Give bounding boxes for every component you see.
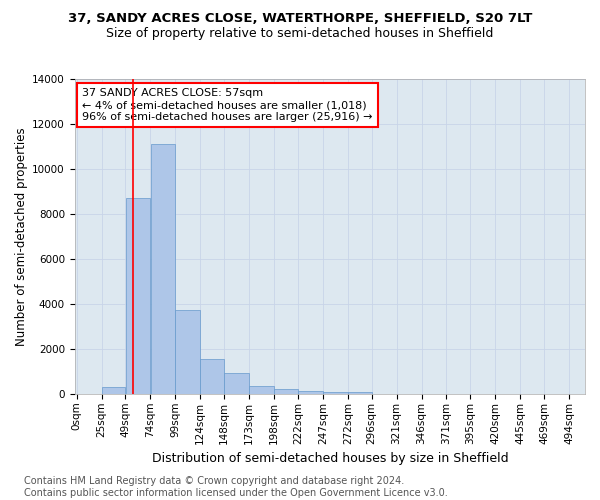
Bar [348, 392, 371, 394]
Bar [323, 392, 347, 394]
Bar [102, 387, 125, 394]
Text: 37, SANDY ACRES CLOSE, WATERTHORPE, SHEFFIELD, S20 7LT: 37, SANDY ACRES CLOSE, WATERTHORPE, SHEF… [68, 12, 532, 26]
Bar [151, 144, 175, 394]
Text: Size of property relative to semi-detached houses in Sheffield: Size of property relative to semi-detach… [106, 28, 494, 40]
Bar [125, 198, 150, 394]
Bar [298, 390, 323, 394]
Text: Contains HM Land Registry data © Crown copyright and database right 2024.
Contai: Contains HM Land Registry data © Crown c… [24, 476, 448, 498]
Bar [249, 386, 274, 394]
Text: 37 SANDY ACRES CLOSE: 57sqm
← 4% of semi-detached houses are smaller (1,018)
96%: 37 SANDY ACRES CLOSE: 57sqm ← 4% of semi… [82, 88, 373, 122]
Bar [200, 359, 224, 394]
Bar [274, 389, 298, 394]
Bar [224, 372, 249, 394]
Y-axis label: Number of semi-detached properties: Number of semi-detached properties [15, 127, 28, 346]
Bar [175, 310, 200, 394]
X-axis label: Distribution of semi-detached houses by size in Sheffield: Distribution of semi-detached houses by … [152, 452, 508, 465]
